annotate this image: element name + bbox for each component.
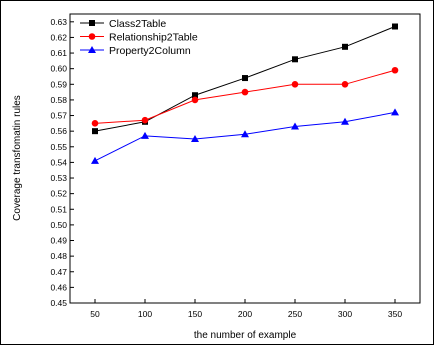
- data-point-relationship2table: [141, 116, 149, 124]
- legend-marker-class2table: [89, 20, 95, 26]
- data-point-property2column: [191, 134, 199, 142]
- data-point-property2column: [341, 117, 349, 125]
- x-axis-ticks: 50 100 150 200 250 300 350: [90, 299, 402, 319]
- y-tick-label: 0.52: [50, 189, 67, 199]
- x-tick-label: 250: [288, 309, 302, 319]
- y-tick-label: 0.61: [50, 48, 67, 58]
- y-tick-label: 0.46: [50, 282, 67, 292]
- series-layer: [91, 23, 399, 164]
- y-tick-label: 0.60: [50, 64, 67, 74]
- y-tick-label: 0.45: [50, 298, 67, 308]
- data-point-class2table: [242, 75, 248, 82]
- y-tick-label: 0.62: [50, 32, 67, 42]
- y-tick-label: 0.47: [50, 267, 67, 277]
- legend-label-relationship2table: Relationship2Table: [109, 32, 198, 44]
- data-point-property2column: [291, 122, 299, 130]
- y-tick-label: 0.56: [50, 126, 67, 136]
- y-tick-label: 0.53: [50, 173, 67, 183]
- y-tick-label: 0.51: [50, 204, 67, 214]
- y-tick-label: 0.50: [50, 220, 67, 230]
- y-tick-label: 0.57: [50, 111, 67, 121]
- y-tick-label: 0.58: [50, 95, 67, 105]
- data-point-property2column: [141, 131, 149, 139]
- x-tick-label: 200: [238, 309, 252, 319]
- legend: Class2Table Relationship2TableProperty2Co…: [80, 18, 198, 57]
- y-tick-label: 0.48: [50, 251, 67, 261]
- data-point-relationship2table: [391, 66, 399, 74]
- y-tick-label: 0.59: [50, 79, 67, 89]
- x-tick-label: 100: [138, 309, 152, 319]
- data-point-relationship2table: [341, 80, 349, 88]
- x-tick-label: 150: [188, 309, 202, 319]
- data-point-property2column: [91, 156, 99, 164]
- data-point-class2table: [92, 128, 98, 135]
- data-point-class2table: [292, 56, 298, 63]
- data-point-relationship2table: [91, 120, 99, 127]
- y-tick-label: 0.55: [50, 142, 67, 152]
- y-axis-title: Coverage transfomatin rules: [12, 95, 23, 221]
- legend-marker-relationship2table: [88, 33, 96, 40]
- y-axis-ticks: 0.45 0.46 0.47 0.48 0.49 0.50 0.51 0.52 0.53 0.54…: [50, 17, 74, 308]
- legend-marker-property2column: [88, 46, 96, 53]
- data-point-class2table: [392, 23, 398, 30]
- data-point-property2column: [241, 130, 249, 138]
- data-point-property2column: [391, 108, 399, 116]
- data-point-class2table: [192, 92, 198, 99]
- x-tick-label: 350: [388, 309, 402, 319]
- y-tick-label: 0.63: [50, 17, 67, 27]
- legend-label-class2table: Class2Table: [109, 18, 166, 30]
- x-tick-label: 300: [338, 309, 352, 319]
- data-point-relationship2table: [241, 88, 249, 96]
- data-point-relationship2table: [291, 80, 299, 88]
- legend-label-property2column: Property2Column: [109, 45, 191, 57]
- x-tick-label: 50: [90, 309, 100, 319]
- data-point-relationship2table: [191, 96, 199, 104]
- y-tick-label: 0.49: [50, 236, 67, 246]
- data-point-class2table: [342, 43, 348, 50]
- y-tick-label: 0.54: [50, 157, 67, 167]
- x-axis-title: the number of example: [194, 330, 297, 341]
